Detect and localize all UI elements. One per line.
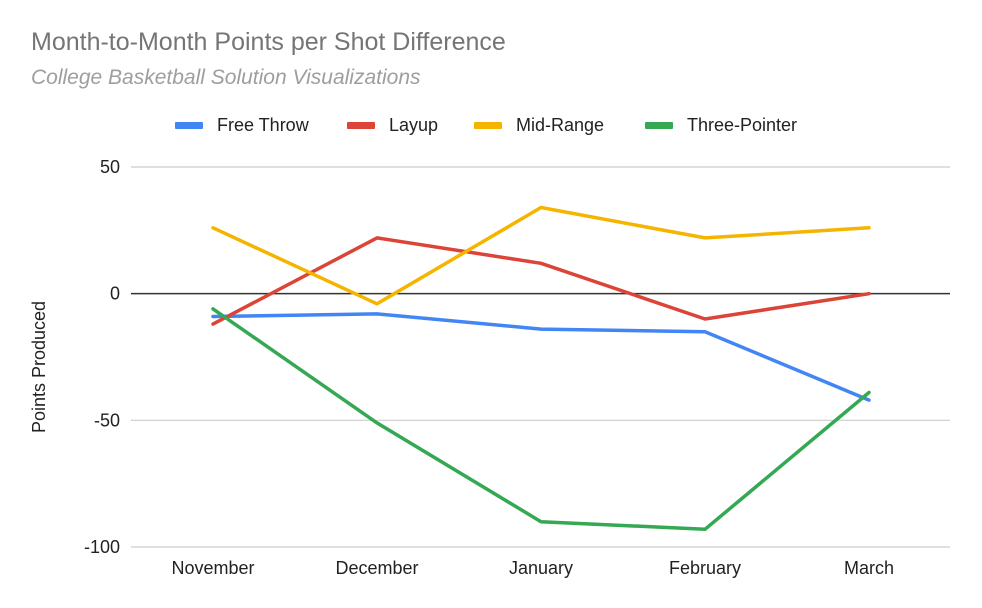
legend-label-layup: Layup xyxy=(389,114,439,135)
x-tick-label-november: November xyxy=(171,558,254,578)
chart-title: Month-to-Month Points per Shot Differenc… xyxy=(31,28,506,56)
legend-item-layup[interactable]: Layup xyxy=(347,112,438,138)
y-tick-label: -100 xyxy=(84,537,120,557)
y-tick-label: 50 xyxy=(100,157,120,177)
series-layer xyxy=(211,205,871,532)
chart-subtitle: College Basketball Solution Visualizatio… xyxy=(31,66,421,89)
series-line-mid-range[interactable] xyxy=(211,205,871,306)
x-axis-ticks: November December January February March xyxy=(171,558,894,578)
legend-item-free-throw[interactable]: Free Throw xyxy=(175,112,309,138)
legend: Free Throw Layup Mid-Range Three-Pointer xyxy=(0,112,982,138)
legend-label-three-pointer: Three-Pointer xyxy=(687,114,798,135)
legend-swatch-three-pointer xyxy=(645,121,673,129)
legend-label-free-throw: Free Throw xyxy=(217,114,309,135)
x-tick-label-december: December xyxy=(335,558,418,578)
legend-swatch-free-throw xyxy=(175,121,203,129)
grid-layer xyxy=(131,166,950,548)
legend-swatch-mid-range xyxy=(474,121,502,129)
x-tick-label-march: March xyxy=(844,558,894,578)
series-line-three-pointer[interactable] xyxy=(211,307,871,532)
legend-swatch-layup xyxy=(347,121,375,129)
y-tick-label: -50 xyxy=(94,410,120,430)
x-tick-label-february: February xyxy=(669,558,741,578)
series-line-layup[interactable] xyxy=(211,236,871,326)
x-tick-label-january: January xyxy=(509,558,573,578)
legend-label-mid-range: Mid-Range xyxy=(516,114,605,135)
y-axis-ticks: 50 0 -50 -100 xyxy=(84,157,120,557)
legend-item-mid-range[interactable]: Mid-Range xyxy=(474,112,604,138)
series-line-free-throw[interactable] xyxy=(211,312,871,402)
y-tick-label: 0 xyxy=(110,284,120,304)
legend-item-three-pointer[interactable]: Three-Pointer xyxy=(645,112,797,138)
y-axis-label: Points Produced xyxy=(29,301,49,433)
